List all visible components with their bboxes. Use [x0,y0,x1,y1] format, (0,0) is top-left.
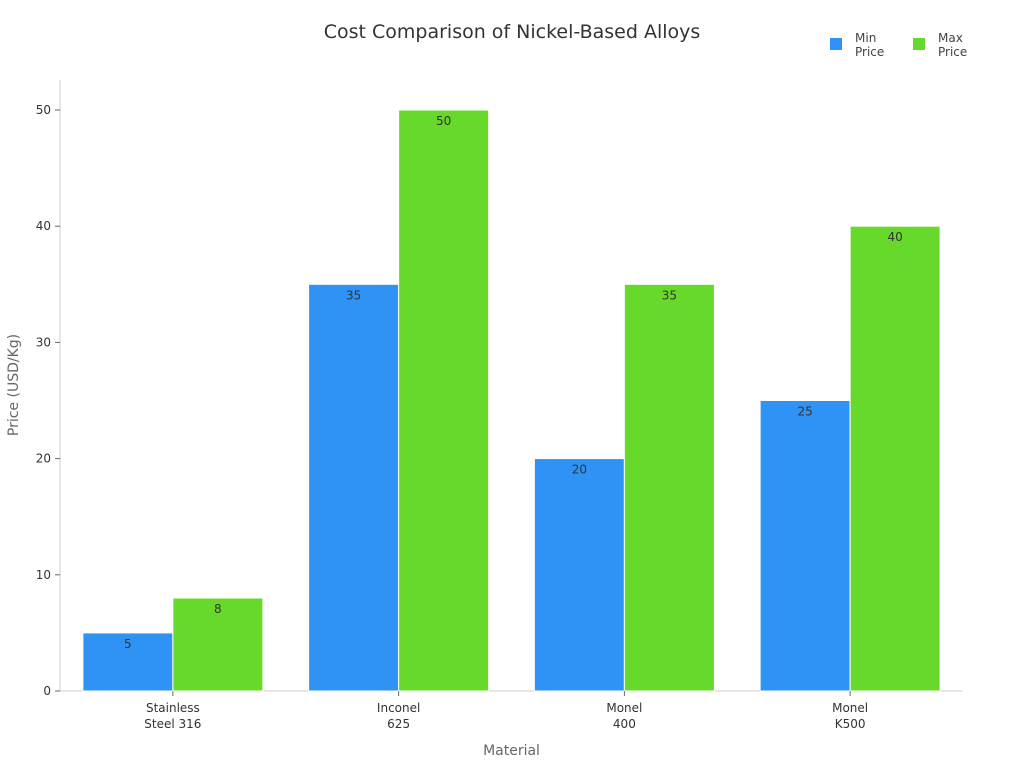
x-tick-label: Monel [606,701,642,715]
bar-max-price [623,283,715,692]
y-tick-label: 0 [43,684,51,698]
y-tick-label: 30 [36,335,51,349]
y-tick-label: 20 [36,452,51,466]
legend-label: Max [938,31,963,45]
data-label: 50 [436,114,451,128]
data-label: 35 [346,288,361,302]
bar-min-price [759,400,851,692]
x-tick-label: K500 [835,717,866,731]
x-tick-label: Stainless [146,701,200,715]
y-tick-label: 40 [36,219,51,233]
data-label: 25 [797,405,812,419]
data-label: 35 [662,288,677,302]
y-tick-label: 50 [36,103,51,117]
data-label: 5 [124,637,132,651]
bar-max-price [849,225,941,692]
x-tick-label: Inconel [377,701,420,715]
legend-label: Min [855,31,877,45]
bar-min-price [533,458,625,692]
x-tick-label: 625 [387,717,410,731]
y-axis-label: Price (USD/Kg) [6,334,22,436]
data-label: 20 [572,463,587,477]
chart-title: Cost Comparison of Nickel-Based Alloys [323,21,701,43]
legend: Min Price Max Price [830,31,978,59]
data-label: 8 [214,602,222,616]
legend-item-min-price[interactable]: Min Price [830,31,895,59]
bar-max-price [398,109,490,692]
x-tick-label: Steel 316 [144,717,201,731]
x-axis-label: Material [483,743,540,759]
y-tick-label: 10 [36,568,51,582]
x-tick-label: 400 [613,717,636,731]
data-label: 40 [887,230,902,244]
bar-max-price [172,597,264,692]
legend-label: Price [938,45,968,59]
bar-min-price [308,283,400,692]
legend-item-max-price[interactable]: Max Price [913,31,978,59]
legend-label: Price [855,45,885,59]
legend-swatch [913,38,925,50]
x-tick-label: Monel [832,701,868,715]
legend-swatch [830,38,842,50]
